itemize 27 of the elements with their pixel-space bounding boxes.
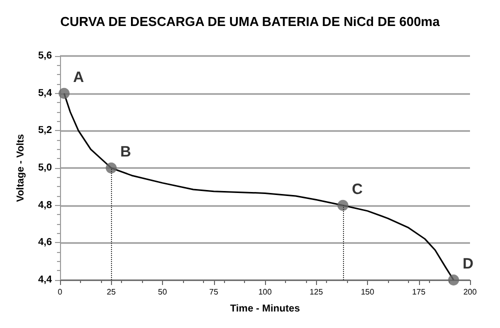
- annotation: D: [462, 256, 474, 272]
- y-tick-label: 5,0: [38, 162, 52, 174]
- y-tick-label: 5,2: [38, 125, 52, 136]
- x-tick-label: 75: [209, 288, 219, 296]
- x-tick-label: 100: [258, 288, 272, 296]
- y-tick-label: 4,8: [38, 200, 52, 211]
- y-tick-label: 5,6: [38, 50, 52, 62]
- chart-title: CURVA DE DESCARGA DE UMA BATERIA DE NiCd DE 600ma: [60, 14, 440, 29]
- annotation: B: [120, 144, 132, 160]
- point: [448, 274, 460, 286]
- x-tick-label: 200: [463, 288, 478, 296]
- x-tick-label: 25: [106, 288, 116, 296]
- y-tick-label: 5,4: [38, 88, 52, 99]
- x-tick-label: 150: [360, 288, 375, 296]
- x-tick-label: 125: [310, 288, 324, 296]
- x-tick-label: 175: [412, 288, 426, 296]
- point: [58, 88, 70, 99]
- annotation: A: [73, 68, 84, 86]
- point: [106, 162, 117, 174]
- point: [337, 200, 348, 211]
- y-tick-label: 4,6: [38, 237, 52, 248]
- y-tick-label: 4,4: [38, 274, 52, 286]
- y-axis-title: Voltage - Volts: [16, 134, 26, 202]
- x-tick-label: 0: [58, 288, 63, 296]
- annotation: C: [352, 180, 363, 198]
- x-axis-title: Time - Minutes: [230, 304, 300, 314]
- x-tick-label: 50: [158, 288, 168, 296]
